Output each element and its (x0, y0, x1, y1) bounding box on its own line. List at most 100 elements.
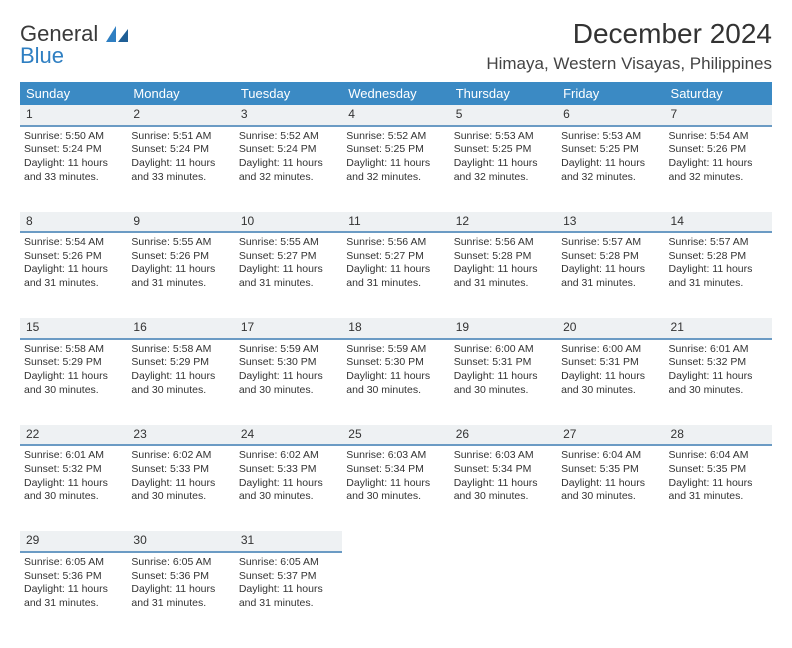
day-cell: Sunrise: 5:56 AMSunset: 5:28 PMDaylight:… (450, 232, 557, 318)
daylight-line1: Daylight: 11 hours (131, 370, 230, 384)
day-number-cell: 12 (450, 212, 557, 233)
day-number-cell (450, 531, 557, 552)
day-number: 22 (26, 427, 39, 441)
day-number: 28 (671, 427, 684, 441)
daylight-line2: and 30 minutes. (24, 490, 123, 504)
calendar-table: Sunday Monday Tuesday Wednesday Thursday… (20, 82, 772, 638)
daylight-line2: and 32 minutes. (239, 171, 338, 185)
calendar-body: 1234567Sunrise: 5:50 AMSunset: 5:24 PMDa… (20, 105, 772, 638)
sunrise-text: Sunrise: 5:53 AM (454, 130, 553, 144)
sunrise-text: Sunrise: 5:55 AM (131, 236, 230, 250)
day-number: 5 (456, 107, 463, 121)
day-cell: Sunrise: 5:55 AMSunset: 5:27 PMDaylight:… (235, 232, 342, 318)
daylight-line1: Daylight: 11 hours (669, 477, 768, 491)
daylight-line1: Daylight: 11 hours (239, 477, 338, 491)
daylight-line1: Daylight: 11 hours (561, 157, 660, 171)
day-number-cell: 9 (127, 212, 234, 233)
daylight-line2: and 31 minutes. (239, 597, 338, 611)
daylight-line1: Daylight: 11 hours (561, 477, 660, 491)
sunset-text: Sunset: 5:37 PM (239, 570, 338, 584)
day-number-cell: 6 (557, 105, 664, 126)
empty-cell (557, 552, 664, 638)
day-number: 2 (133, 107, 140, 121)
day-number: 20 (563, 320, 576, 334)
daylight-line2: and 32 minutes. (561, 171, 660, 185)
day-number: 27 (563, 427, 576, 441)
daylight-line1: Daylight: 11 hours (454, 157, 553, 171)
daylight-line2: and 32 minutes. (346, 171, 445, 185)
daylight-line2: and 31 minutes. (239, 277, 338, 291)
day-number: 17 (241, 320, 254, 334)
week-row: Sunrise: 5:50 AMSunset: 5:24 PMDaylight:… (20, 126, 772, 212)
daylight-line1: Daylight: 11 hours (346, 263, 445, 277)
daylight-line1: Daylight: 11 hours (454, 370, 553, 384)
sunrise-text: Sunrise: 5:56 AM (346, 236, 445, 250)
brand-line2: Blue (20, 46, 130, 67)
day-number-cell: 26 (450, 425, 557, 446)
sunset-text: Sunset: 5:24 PM (24, 143, 123, 157)
sunrise-text: Sunrise: 6:05 AM (24, 556, 123, 570)
day-number: 10 (241, 214, 254, 228)
sunset-text: Sunset: 5:25 PM (346, 143, 445, 157)
daylight-line2: and 33 minutes. (131, 171, 230, 185)
day-number-cell: 30 (127, 531, 234, 552)
sunset-text: Sunset: 5:28 PM (561, 250, 660, 264)
day-number-cell: 20 (557, 318, 664, 339)
daylight-line1: Daylight: 11 hours (669, 157, 768, 171)
day-cell: Sunrise: 5:57 AMSunset: 5:28 PMDaylight:… (557, 232, 664, 318)
day-number: 16 (133, 320, 146, 334)
day-cell: Sunrise: 6:02 AMSunset: 5:33 PMDaylight:… (235, 445, 342, 531)
sunrise-text: Sunrise: 6:00 AM (454, 343, 553, 357)
weekday-friday: Friday (557, 82, 664, 105)
sunrise-text: Sunrise: 5:57 AM (669, 236, 768, 250)
sunrise-text: Sunrise: 5:53 AM (561, 130, 660, 144)
daylight-line1: Daylight: 11 hours (561, 263, 660, 277)
weekday-tuesday: Tuesday (235, 82, 342, 105)
logo-text: General Blue (20, 24, 130, 67)
sunset-text: Sunset: 5:35 PM (669, 463, 768, 477)
calendar-head: Sunday Monday Tuesday Wednesday Thursday… (20, 82, 772, 105)
sunrise-text: Sunrise: 6:03 AM (346, 449, 445, 463)
day-number-cell: 8 (20, 212, 127, 233)
empty-cell (342, 552, 449, 638)
day-cell: Sunrise: 5:53 AMSunset: 5:25 PMDaylight:… (450, 126, 557, 212)
sunrise-text: Sunrise: 6:05 AM (131, 556, 230, 570)
daylight-line2: and 31 minutes. (669, 490, 768, 504)
day-cell: Sunrise: 6:05 AMSunset: 5:36 PMDaylight:… (127, 552, 234, 638)
daylight-line2: and 30 minutes. (24, 384, 123, 398)
daylight-line1: Daylight: 11 hours (239, 583, 338, 597)
daylight-line1: Daylight: 11 hours (24, 157, 123, 171)
sunrise-text: Sunrise: 5:51 AM (131, 130, 230, 144)
day-number: 24 (241, 427, 254, 441)
day-number: 11 (348, 214, 360, 228)
sunset-text: Sunset: 5:26 PM (24, 250, 123, 264)
daylight-line1: Daylight: 11 hours (669, 263, 768, 277)
day-cell: Sunrise: 6:05 AMSunset: 5:37 PMDaylight:… (235, 552, 342, 638)
page: General Blue December 2024 Himaya, Weste… (0, 0, 792, 648)
day-cell: Sunrise: 6:05 AMSunset: 5:36 PMDaylight:… (20, 552, 127, 638)
sunrise-text: Sunrise: 6:05 AM (239, 556, 338, 570)
sail-icon (106, 26, 130, 48)
daylight-line2: and 30 minutes. (239, 490, 338, 504)
daylight-line1: Daylight: 11 hours (346, 370, 445, 384)
sunrise-text: Sunrise: 6:02 AM (131, 449, 230, 463)
location: Himaya, Western Visayas, Philippines (486, 54, 772, 74)
daylight-line2: and 31 minutes. (131, 597, 230, 611)
daylight-line1: Daylight: 11 hours (346, 157, 445, 171)
day-number: 15 (26, 320, 39, 334)
day-number-cell: 1 (20, 105, 127, 126)
day-number-cell: 11 (342, 212, 449, 233)
sunrise-text: Sunrise: 6:04 AM (669, 449, 768, 463)
sunset-text: Sunset: 5:33 PM (239, 463, 338, 477)
daylight-line2: and 31 minutes. (454, 277, 553, 291)
daylight-line2: and 30 minutes. (346, 490, 445, 504)
day-cell: Sunrise: 5:56 AMSunset: 5:27 PMDaylight:… (342, 232, 449, 318)
day-number-cell (342, 531, 449, 552)
day-number-cell: 27 (557, 425, 664, 446)
sunrise-text: Sunrise: 5:59 AM (346, 343, 445, 357)
sunrise-text: Sunrise: 5:58 AM (24, 343, 123, 357)
daylight-line1: Daylight: 11 hours (239, 263, 338, 277)
daynum-row: 22232425262728 (20, 425, 772, 446)
daylight-line2: and 30 minutes. (454, 384, 553, 398)
sunrise-text: Sunrise: 5:52 AM (239, 130, 338, 144)
